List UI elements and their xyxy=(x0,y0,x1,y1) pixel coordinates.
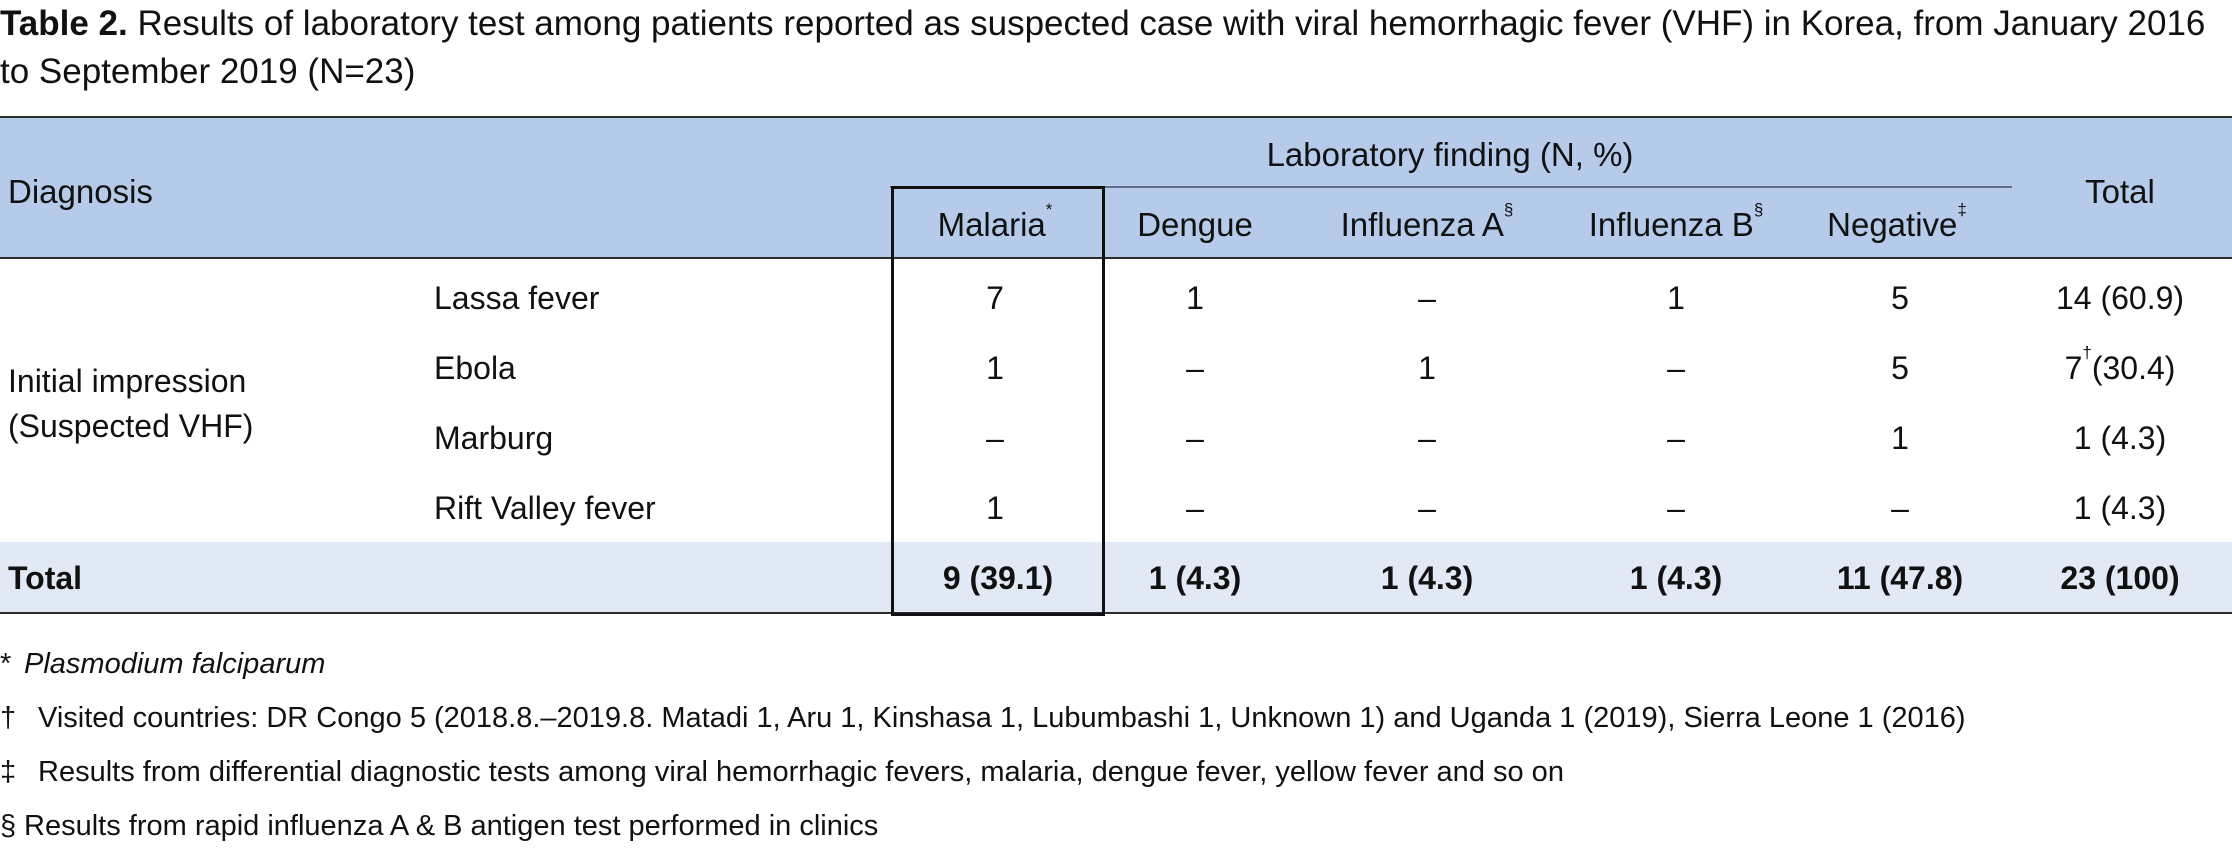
total-prefix: 7 xyxy=(2064,350,2083,386)
footnote-symbol: * xyxy=(0,648,12,680)
total-cell-influenza-a: 1 (4.3) xyxy=(1380,560,1474,596)
footnote-mark: * xyxy=(1045,200,1053,219)
results-table: Diagnosis Laboratory finding (N, %) Tota… xyxy=(0,116,2232,616)
table-cell: – xyxy=(1667,420,1685,456)
column-label: Dengue xyxy=(1137,206,1253,243)
footnote: § Results from rapid influenza A & B anti… xyxy=(0,810,878,843)
table-cell: – xyxy=(1667,490,1685,526)
table-cell: 1 xyxy=(1186,280,1204,316)
total-row-background xyxy=(0,542,2232,612)
row-label-ebola: Ebola xyxy=(434,350,516,386)
table-cell: 1 xyxy=(1667,280,1685,316)
table-cell: – xyxy=(986,420,1004,456)
row-group-label-line2: (Suspected VHF) xyxy=(8,408,254,444)
footnote-symbol: ‡ xyxy=(0,756,17,788)
footnote-mark: ‡ xyxy=(1957,200,1967,219)
table-cell: – xyxy=(1667,350,1685,386)
total-cell-influenza-b: 1 (4.3) xyxy=(1629,560,1723,596)
table-cell: – xyxy=(1418,490,1436,526)
table-cell: – xyxy=(1418,420,1436,456)
footnote: ‡ Results from differential diagnostic te… xyxy=(0,756,1564,789)
group-header-rule xyxy=(890,186,2012,188)
table-cell: 5 xyxy=(1891,280,1909,316)
footnote-symbol: † xyxy=(0,702,17,734)
total-value: (30.4) xyxy=(2091,350,2176,386)
grand-total: 23 (100) xyxy=(2060,560,2180,596)
row-label-lassa-fever: Lassa fever xyxy=(434,280,600,316)
footnote-text: Results from differential diagnostic tes… xyxy=(38,756,1564,788)
column-label: Negative xyxy=(1827,206,1958,243)
table-cell: 1 xyxy=(1891,420,1909,456)
row-total: 14 (60.9) xyxy=(2055,280,2185,316)
column-header-negative: Negative‡ xyxy=(1827,201,1967,245)
footnote-text: Plasmodium falciparum xyxy=(24,648,326,680)
table-cell: 7 xyxy=(986,280,1004,316)
header-bottom-rule xyxy=(0,257,2232,259)
column-header-dengue: Dengue xyxy=(1137,205,1253,245)
row-group-label-line1: Initial impression xyxy=(8,363,247,399)
footnote-mark: † xyxy=(2082,343,2092,362)
column-header-influenza-a: Influenza A§ xyxy=(1340,201,1514,245)
table-cell: 1 xyxy=(986,490,1004,526)
column-label: Influenza A xyxy=(1340,206,1504,243)
table-cell: – xyxy=(1186,420,1204,456)
table-cell: – xyxy=(1418,280,1436,316)
table-cell: – xyxy=(1186,490,1204,526)
header-group-label: Laboratory finding (N, %) xyxy=(1266,136,1634,173)
header-total: Total xyxy=(2085,173,2155,210)
table-cell: – xyxy=(1891,490,1909,526)
total-cell-negative: 11 (47.8) xyxy=(1836,560,1964,596)
footnote-mark: § xyxy=(1503,200,1514,219)
footnote-symbol: § xyxy=(0,810,17,842)
row-label-rift-valley-fever: Rift Valley fever xyxy=(434,490,656,526)
footnote-text: Visited countries: DR Congo 5 (2018.8.–2… xyxy=(38,702,1966,734)
table-cell: 1 xyxy=(1418,350,1436,386)
row-label-marburg: Marburg xyxy=(434,420,554,456)
row-total: 1 (4.3) xyxy=(2073,420,2167,456)
footnote-mark: § xyxy=(1753,200,1764,219)
table-bottom-rule xyxy=(0,612,2232,614)
caption-text: Results of laboratory test among patient… xyxy=(0,4,2206,91)
column-header-influenza-b: Influenza B§ xyxy=(1588,201,1764,245)
table-top-rule xyxy=(0,116,2232,118)
caption-label: Table 2. xyxy=(0,4,128,43)
malaria-column-highlight xyxy=(891,186,1105,616)
table-cell: 5 xyxy=(1891,350,1909,386)
row-total: 1 (4.3) xyxy=(2073,490,2167,526)
total-cell-malaria: 9 (39.1) xyxy=(942,560,1054,596)
table-cell: – xyxy=(1186,350,1204,386)
row-total: 7†(30.4) xyxy=(2064,344,2176,388)
footnote: † Visited countries: DR Congo 5 (2018.8.–… xyxy=(0,702,1966,735)
total-row-label: Total xyxy=(8,560,83,596)
column-label: Influenza B xyxy=(1588,206,1754,243)
column-header-malaria: Malaria* xyxy=(937,201,1053,245)
column-label: Malaria xyxy=(937,206,1046,243)
total-cell-dengue: 1 (4.3) xyxy=(1148,560,1242,596)
header-diagnosis: Diagnosis xyxy=(8,173,153,210)
footnote-text: Results from rapid influenza A & B antig… xyxy=(24,810,879,842)
footnote: * Plasmodium falciparum xyxy=(0,648,325,681)
table-caption: Table 2. Results of laboratory test amon… xyxy=(0,0,2225,96)
table-cell: 1 xyxy=(986,350,1004,386)
